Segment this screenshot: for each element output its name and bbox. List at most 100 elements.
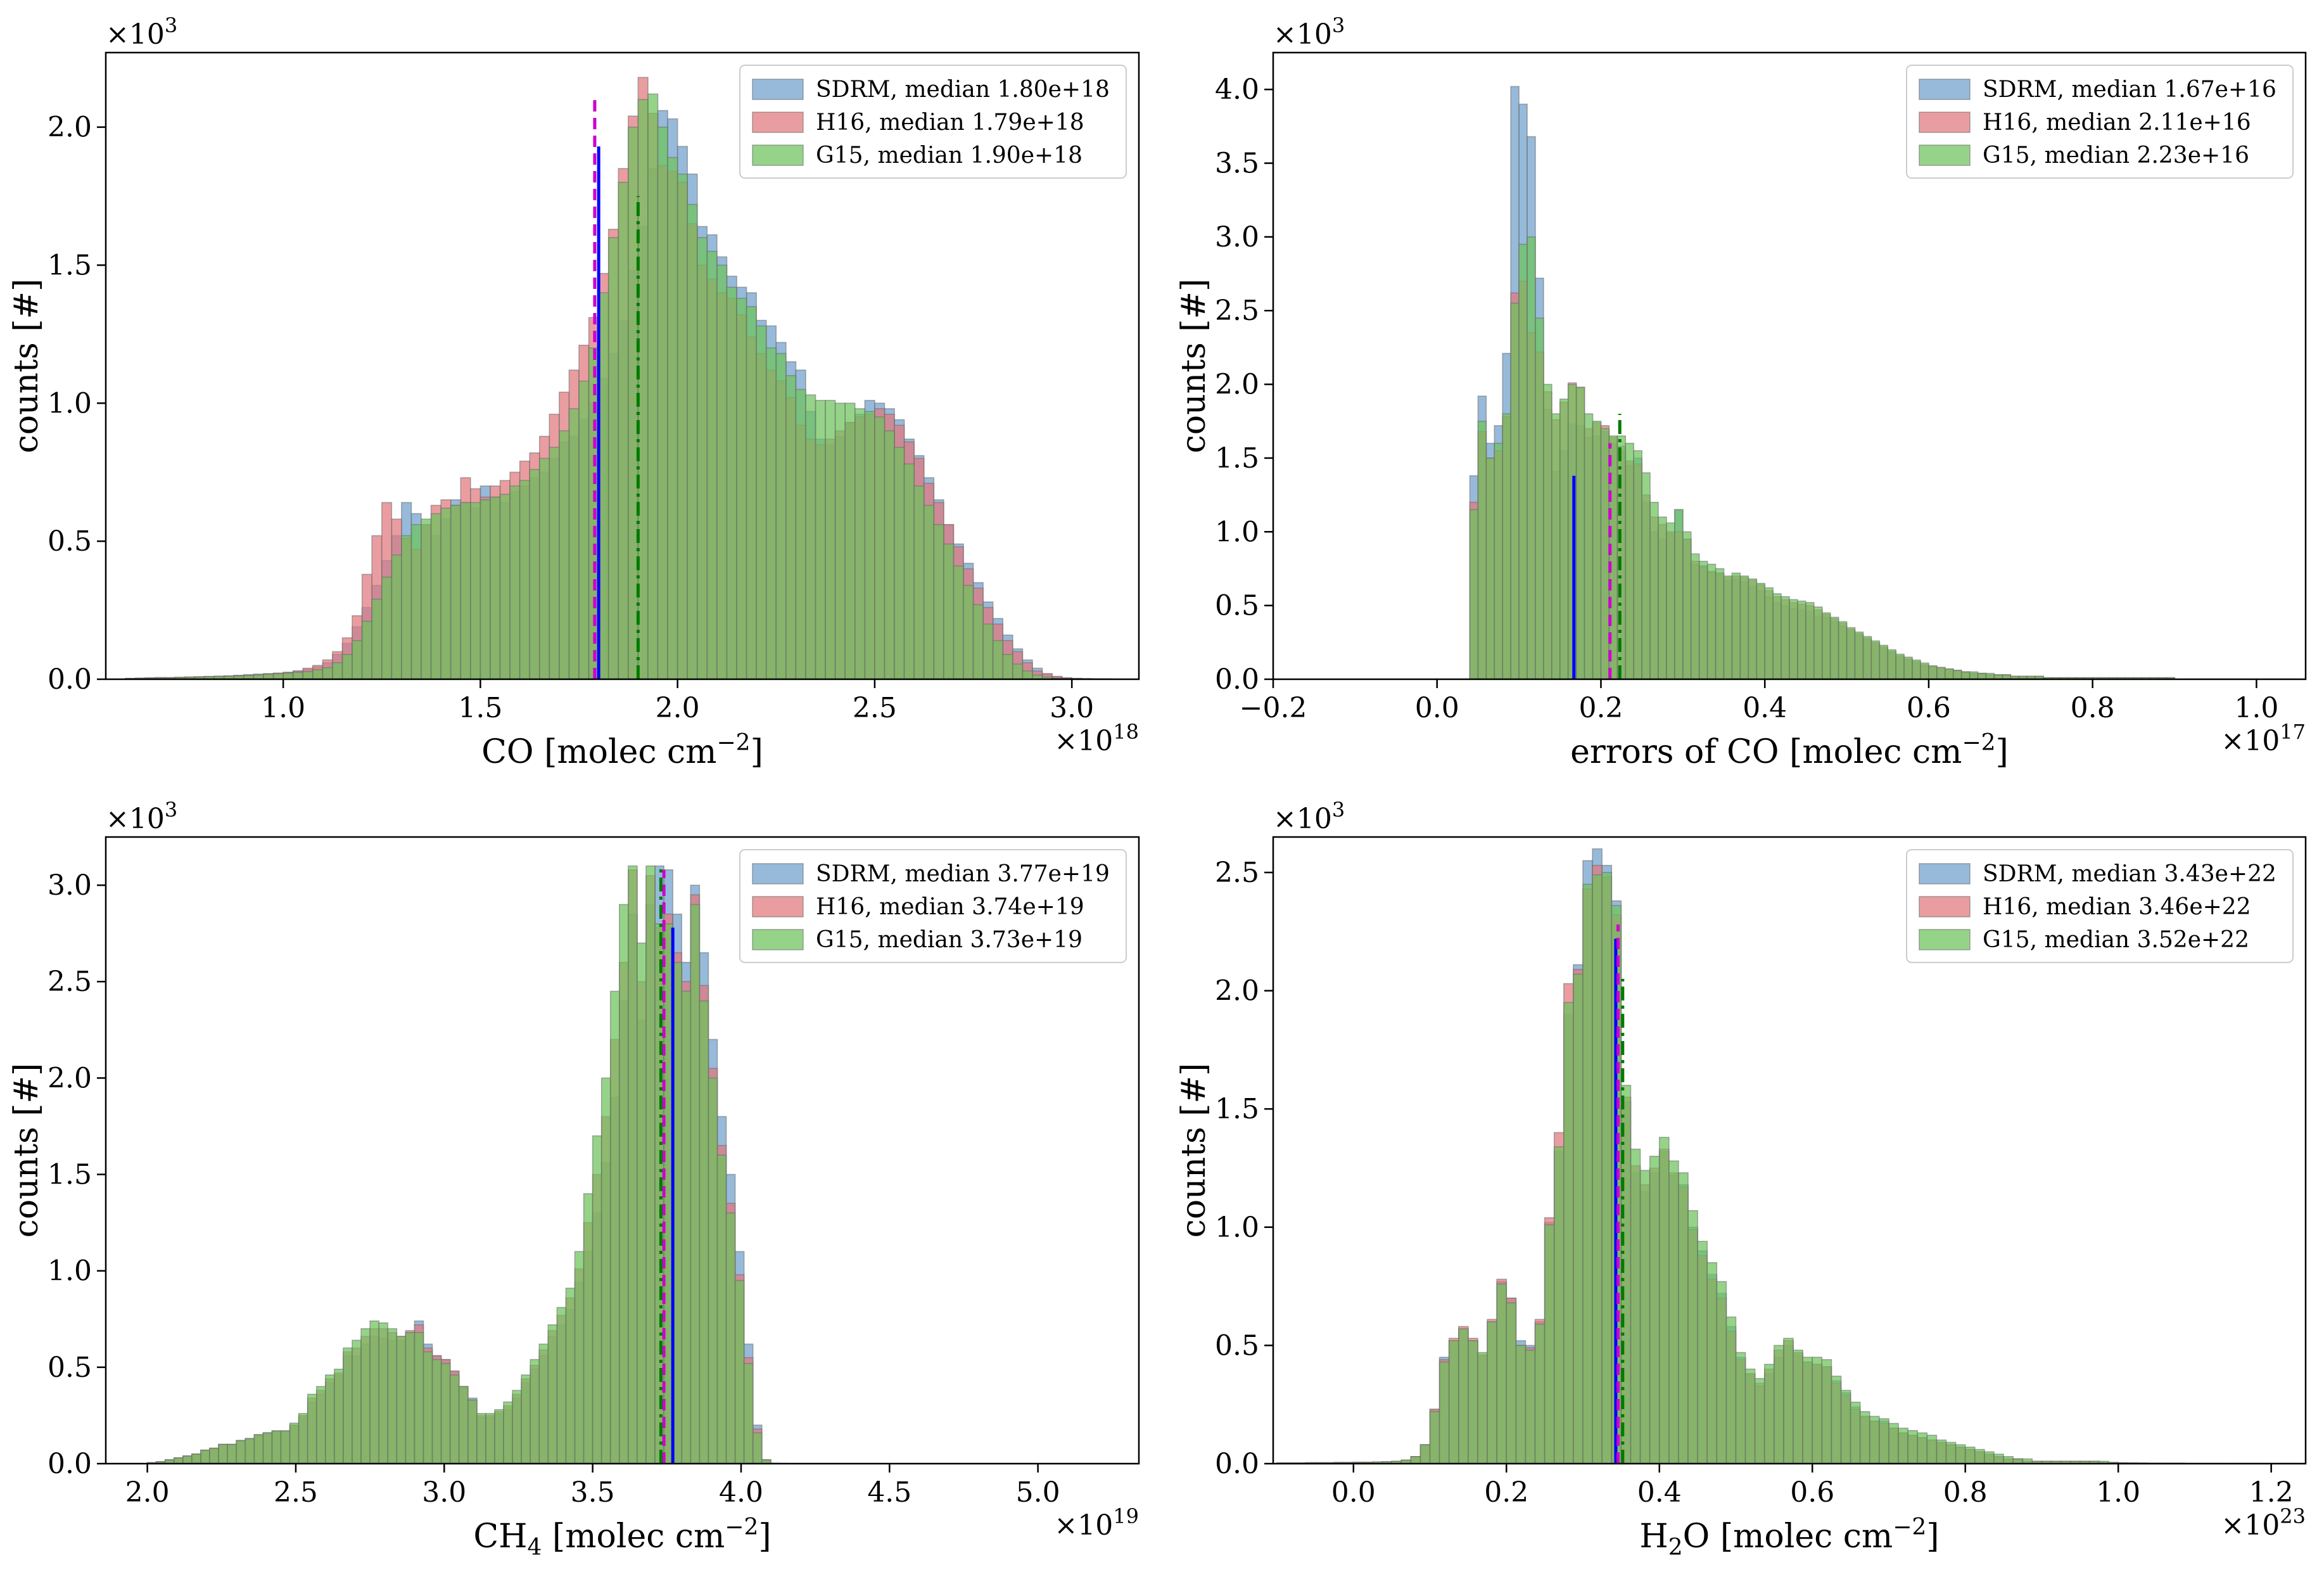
y-tick-label: 0.0 xyxy=(1215,663,1259,696)
bar-g15 xyxy=(607,237,619,679)
y-tick-label: 2.5 xyxy=(48,966,92,998)
bar-g15 xyxy=(953,565,964,679)
bar-g15 xyxy=(619,904,629,1464)
bar-g15 xyxy=(1840,1390,1851,1464)
bar-g15 xyxy=(315,1386,326,1464)
bar-g15 xyxy=(1666,522,1675,679)
bar-g15 xyxy=(1600,428,1610,679)
bar-g15 xyxy=(690,904,701,1464)
axes-frame xyxy=(1272,836,2307,1465)
bar-g15 xyxy=(2003,1456,2014,1464)
bar-g15 xyxy=(1584,413,1594,679)
bar-g15 xyxy=(696,237,708,679)
bar-g15 xyxy=(1887,649,1896,679)
bar-g15 xyxy=(1903,656,1913,679)
bar-g15 xyxy=(391,554,402,679)
legend-swatch-h16 xyxy=(1919,112,1971,133)
bar-g15 xyxy=(903,463,915,679)
bar-g15 xyxy=(1551,413,1561,679)
bar-g15 xyxy=(1477,1352,1488,1464)
bar-g15 xyxy=(1854,631,1864,679)
bar-g15 xyxy=(1920,662,1929,679)
bar-g15 xyxy=(1575,387,1585,679)
y-tick-label: 3.5 xyxy=(1215,148,1259,180)
bar-g15 xyxy=(449,1374,460,1464)
bar-g15 xyxy=(1805,602,1815,679)
bar-g15 xyxy=(1756,582,1765,679)
bar-g15 xyxy=(657,126,668,679)
bar-g15 xyxy=(752,1432,763,1464)
bar-g15 xyxy=(1448,1340,1459,1464)
x-tick-label: 1.0 xyxy=(2234,692,2278,724)
bar-g15 xyxy=(1984,1451,1995,1464)
bar-g15 xyxy=(1633,450,1642,679)
bar-g15 xyxy=(422,1351,433,1464)
bar-g15 xyxy=(726,286,737,679)
bar-g15 xyxy=(1716,1281,1727,1464)
bar-g15 xyxy=(1582,883,1593,1464)
bar-g15 xyxy=(1682,531,1692,679)
bar-g15 xyxy=(1850,1402,1861,1464)
bar-g15 xyxy=(322,667,333,679)
bar-g15 xyxy=(716,1154,727,1464)
bar-g15 xyxy=(716,264,728,679)
bar-g15 xyxy=(1895,653,1905,679)
bar-g15 xyxy=(1936,667,1946,679)
bar-g15 xyxy=(307,1393,317,1464)
bar-g15 xyxy=(381,576,393,679)
x-scale-multiplier: ×1017 xyxy=(2221,720,2306,757)
x-tick-label: 1.0 xyxy=(2096,1476,2140,1509)
bar-g15 xyxy=(387,1328,398,1464)
x-tick-label: 5.0 xyxy=(1016,1476,1060,1509)
bar-g15 xyxy=(706,250,718,679)
series-g15 xyxy=(146,865,789,1464)
y-tick-label: 0.5 xyxy=(1215,1329,1259,1362)
bar-g15 xyxy=(1592,420,1602,679)
x-tick-label: 1.5 xyxy=(458,692,502,724)
legend-swatch-h16 xyxy=(752,112,804,133)
y-scale-multiplier: ×103 xyxy=(106,798,177,835)
x-tick-label: 0.0 xyxy=(1415,692,1459,724)
bar-g15 xyxy=(1831,1376,1842,1464)
chart-panel-4: 0.0 0.2 0.4 0.6 0.8 1.0 1.2 0.0 0.5 1.0 1.5 2.0 2.5 ×… xyxy=(1175,798,2307,1561)
legend-label-sdrm: SDRM, median 3.77e+19 xyxy=(816,861,1110,887)
bar-g15 xyxy=(1658,516,1667,679)
y-tick-label: 0.5 xyxy=(1215,590,1259,622)
legend: SDRM, median 1.80e+18 H16, median 1.79e+1… xyxy=(739,65,1127,179)
legend-swatch-h16 xyxy=(752,896,804,917)
bar-g15 xyxy=(1012,663,1024,679)
bar-g15 xyxy=(1543,383,1553,679)
axes-frame xyxy=(1272,51,2307,681)
bar-g15 xyxy=(1977,672,1987,679)
legend-swatch-sdrm xyxy=(1919,863,1971,885)
bar-g15 xyxy=(743,1362,754,1464)
bar-g15 xyxy=(1960,671,1971,679)
bar-g15 xyxy=(923,504,935,679)
bar-g15 xyxy=(1553,1146,1565,1464)
x-tick-label: 0.6 xyxy=(1907,692,1951,724)
bar-g15 xyxy=(1985,672,1995,679)
y-tick-label: 0.0 xyxy=(1215,1448,1259,1480)
bar-g15 xyxy=(1706,1262,1718,1464)
bar-g15 xyxy=(600,1077,611,1464)
bar-g15 xyxy=(1419,1444,1431,1464)
bar-g15 xyxy=(1781,596,1790,679)
bar-g15 xyxy=(405,1332,416,1464)
bar-g15 xyxy=(410,524,422,679)
x-axis-label: errors of CO [molec cm−2] xyxy=(1570,730,2009,771)
bar-g15 xyxy=(592,1135,602,1464)
bar-g15 xyxy=(874,416,886,679)
bar-g15 xyxy=(421,518,432,679)
bar-g15 xyxy=(485,1413,495,1464)
bar-g15 xyxy=(1735,1352,1746,1464)
bar-g15 xyxy=(1573,973,1584,1464)
bar-g15 xyxy=(509,485,521,679)
bar-g15 xyxy=(1563,1002,1574,1464)
bar-g15 xyxy=(1879,1418,1889,1464)
legend-swatch-g15 xyxy=(752,144,804,166)
y-axis-label: counts [#] xyxy=(1175,279,1213,454)
bar-g15 xyxy=(667,157,678,679)
bar-g15 xyxy=(414,1332,424,1464)
